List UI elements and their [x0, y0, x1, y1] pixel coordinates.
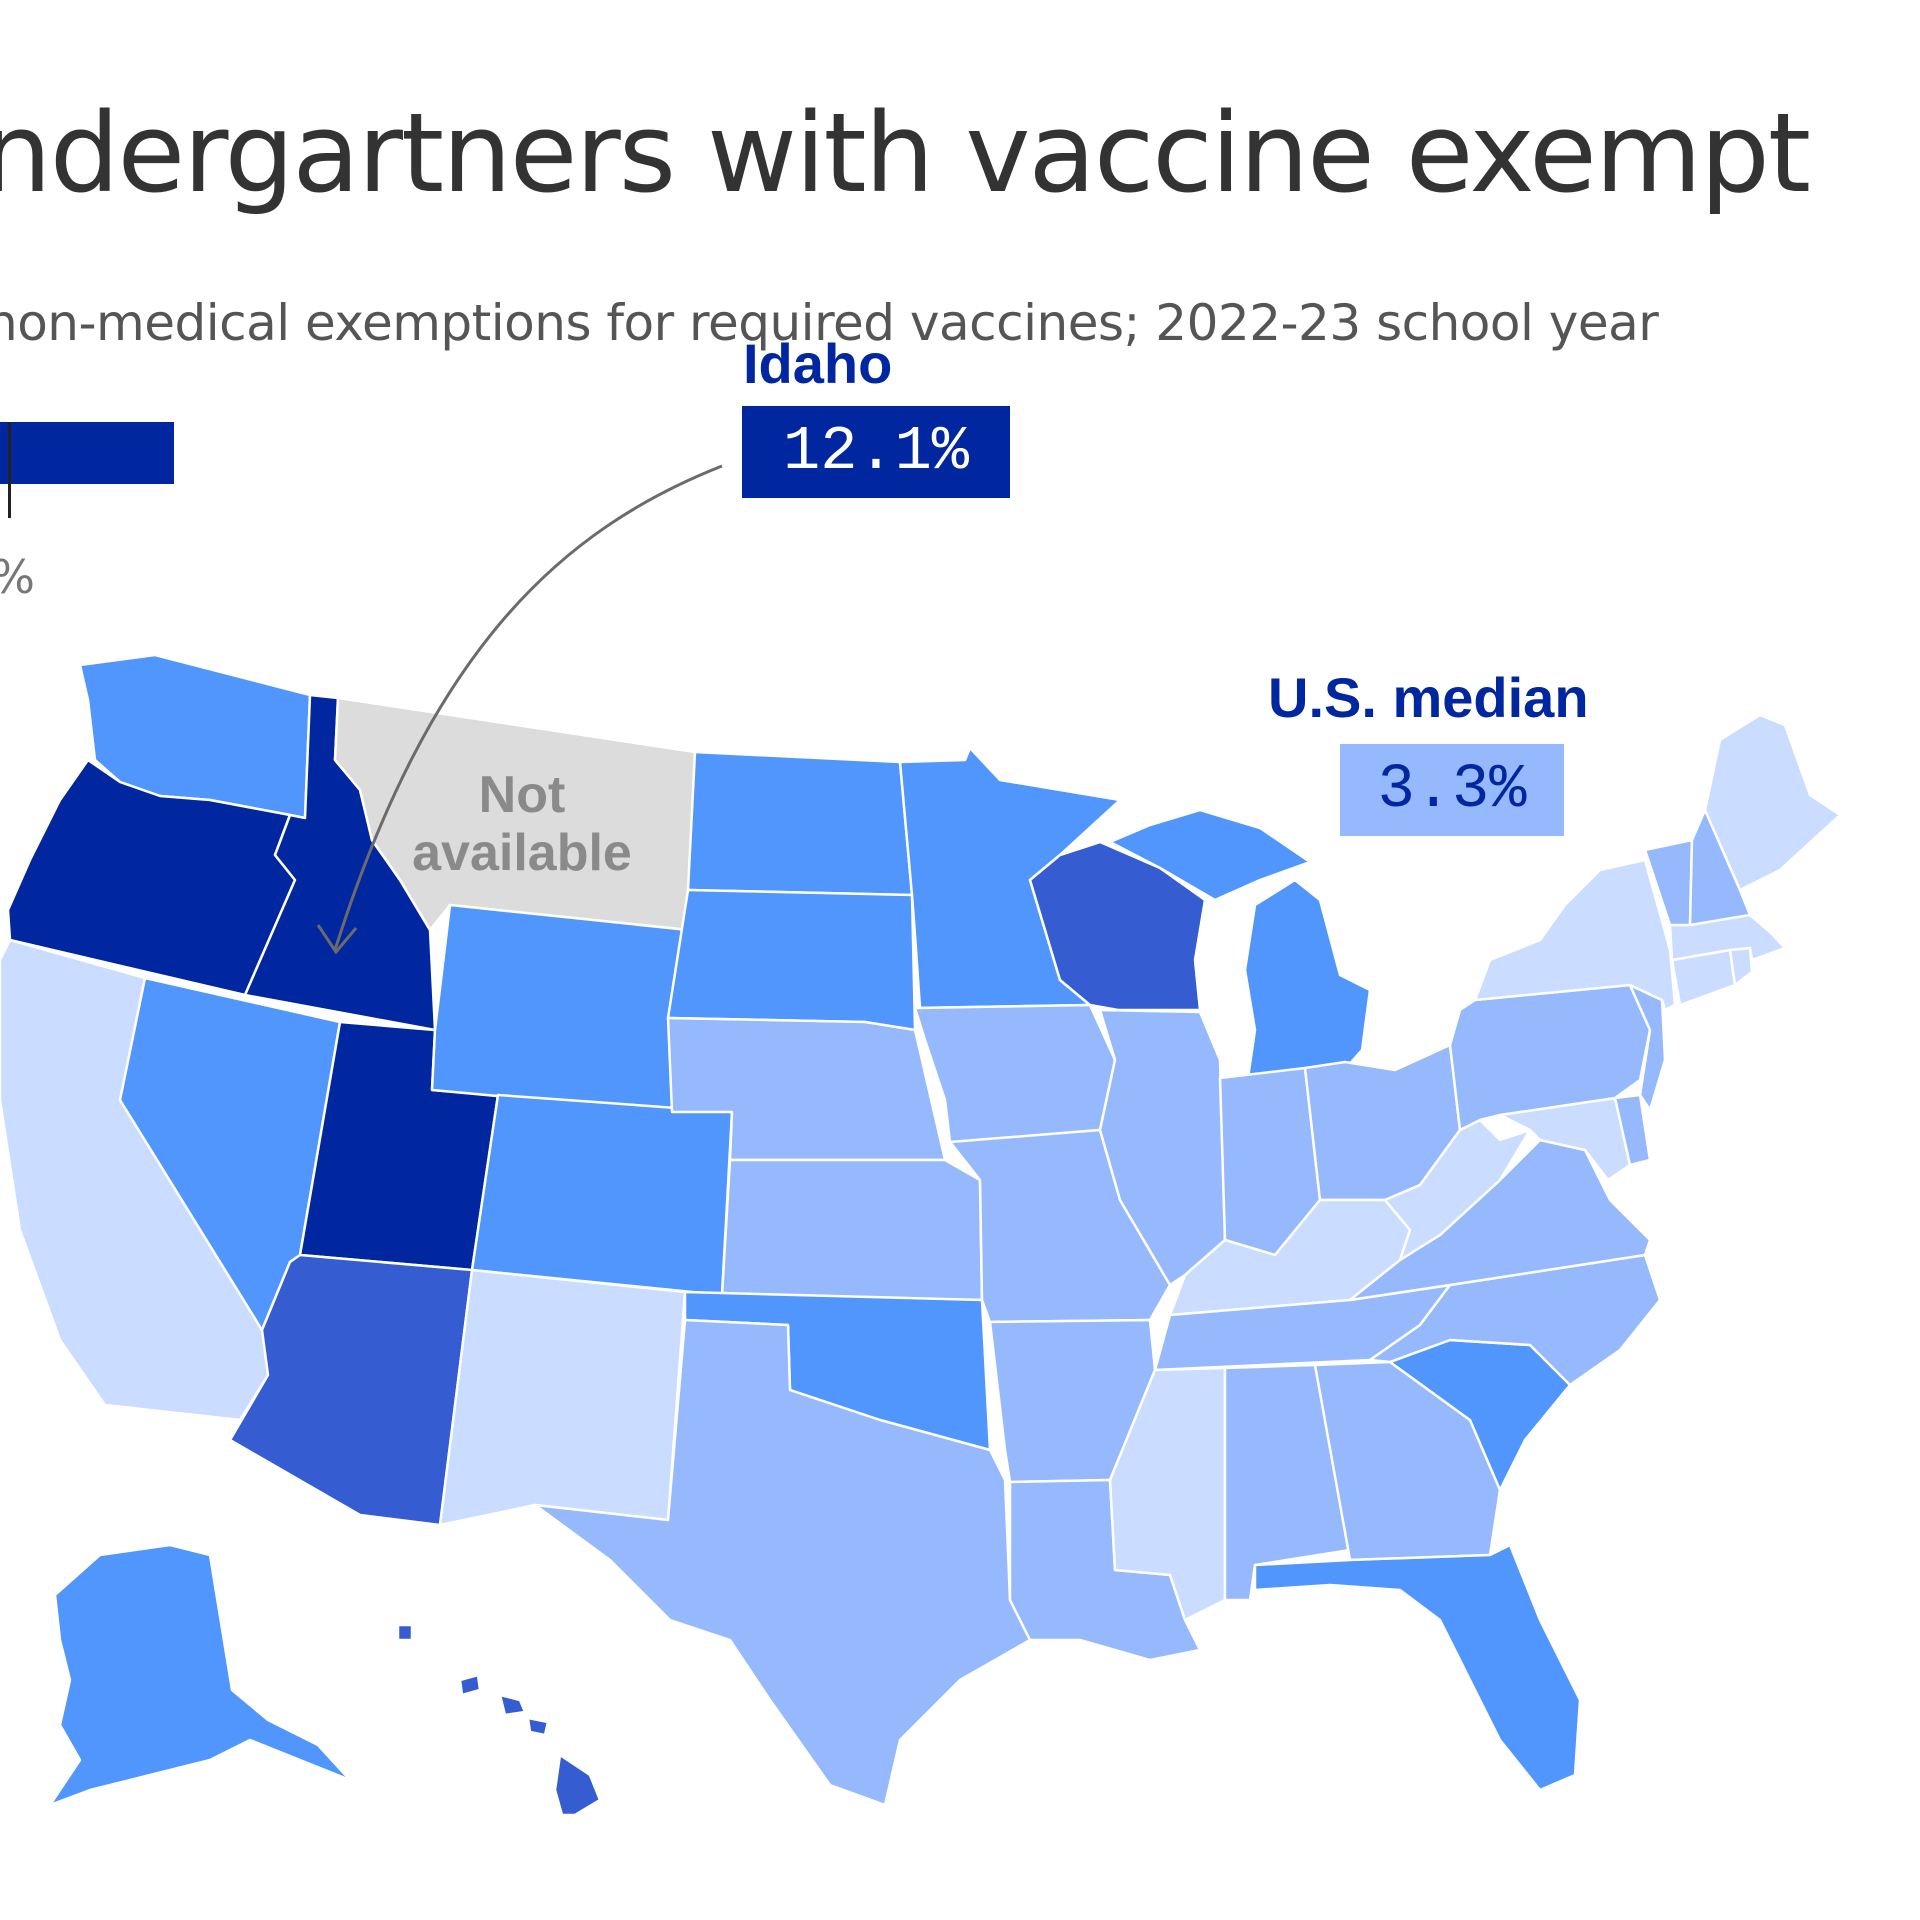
state-wyoming[interactable] [430, 903, 690, 1114]
chart-subtitle: non-medical exemptions for required vacc… [0, 294, 1659, 352]
state-illinois[interactable] [1098, 1008, 1227, 1287]
state-wisconsin[interactable] [1028, 840, 1207, 1012]
state-kansas[interactable] [720, 1158, 984, 1302]
state-pennsylvania[interactable] [1448, 983, 1652, 1132]
state-west-virginia[interactable] [1383, 1118, 1532, 1262]
state-colorado[interactable] [470, 1093, 734, 1297]
state-alaska[interactable] [48, 1543, 352, 1807]
chart-title: ndergartners with vaccine exempt [0, 89, 1811, 217]
state-new-hampshire[interactable] [1688, 808, 1752, 927]
state-north-dakota[interactable] [686, 750, 914, 897]
state-north-carolina[interactable] [1368, 1253, 1662, 1387]
state-michigan-upper[interactable] [1108, 808, 1312, 902]
legend-tick-label: 3% [0, 550, 35, 604]
state-iowa[interactable] [913, 1003, 1117, 1144]
not-available-label: Not available [412, 766, 632, 883]
state-hawaii-main[interactable] [553, 1753, 602, 1817]
idaho-callout-arrow [333, 464, 723, 951]
state-hawaii-islands[interactable] [396, 1623, 550, 1737]
state-maine[interactable] [1703, 713, 1842, 892]
state-texas[interactable] [533, 1318, 1032, 1807]
state-massachusetts[interactable] [1668, 913, 1787, 962]
us-median-callout-name: U.S. median [1268, 666, 1589, 729]
idaho-callout-arrowhead [316, 924, 358, 955]
state-florida[interactable] [1253, 1543, 1582, 1792]
state-rhode-island[interactable] [1728, 946, 1754, 987]
state-south-dakota[interactable] [666, 888, 917, 1032]
state-delaware[interactable] [1613, 1093, 1652, 1167]
idaho-callout-value: 12.1% [742, 406, 1010, 498]
idaho-callout-name: Idaho [743, 332, 893, 395]
state-michigan-lower[interactable] [1243, 878, 1372, 1080]
state-new-mexico[interactable] [438, 1268, 687, 1527]
state-new-york[interactable] [1473, 858, 1677, 1012]
us-median-callout-value: 3.3% [1340, 744, 1564, 836]
legend-bar [0, 422, 174, 484]
legend-tick [8, 422, 11, 518]
